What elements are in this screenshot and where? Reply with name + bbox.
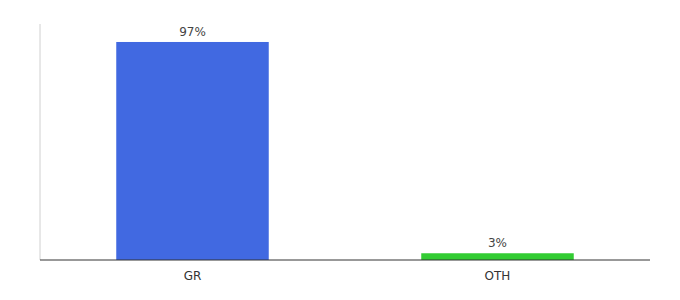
x-tick-label: OTH bbox=[485, 269, 511, 283]
x-axis-line bbox=[40, 260, 650, 261]
chart-container: 97% 3% GR OTH bbox=[0, 0, 680, 300]
x-tick-label: GR bbox=[184, 269, 202, 283]
bars bbox=[116, 42, 574, 260]
y-axis-line bbox=[40, 24, 41, 260]
chart-svg: 97% 3% GR OTH bbox=[0, 0, 680, 300]
data-labels: 97% 3% bbox=[179, 25, 507, 250]
x-ticks: GR OTH bbox=[184, 269, 511, 283]
data-label: 3% bbox=[488, 236, 507, 250]
bar bbox=[421, 253, 574, 260]
data-label: 97% bbox=[179, 25, 206, 39]
bar bbox=[116, 42, 269, 260]
